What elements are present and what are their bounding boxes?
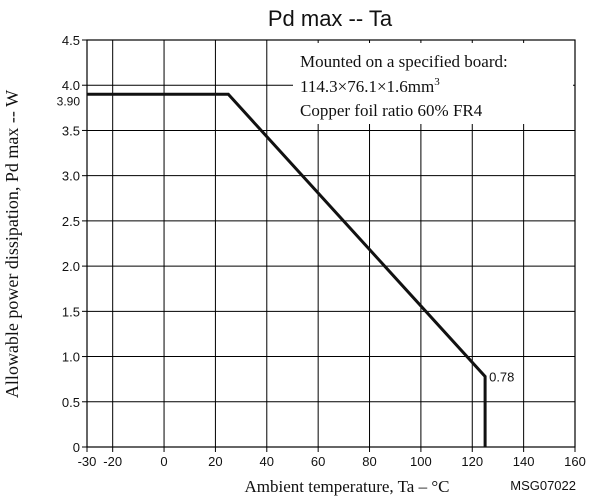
- y-tick-label: 1.5: [62, 304, 80, 319]
- x-axis-label: Ambient temperature, Ta – °C: [245, 477, 450, 496]
- x-tick-label: 140: [513, 454, 535, 469]
- x-tick-label: 80: [362, 454, 376, 469]
- y-tick-label: 0.5: [62, 395, 80, 410]
- x-tick-label: 100: [410, 454, 432, 469]
- y-tick-label: 3.0: [62, 169, 80, 184]
- x-tick-label: -30: [78, 454, 97, 469]
- y-tick-label: 2.0: [62, 259, 80, 274]
- x-tick-label: 0: [160, 454, 167, 469]
- note-line-3: Copper foil ratio 60% FR4: [300, 101, 483, 120]
- y-extra-tick-label: 3.90: [57, 94, 81, 108]
- series-line: [87, 92, 487, 447]
- y-tick-label: 3.5: [62, 123, 80, 138]
- x-tick-label: 60: [311, 454, 325, 469]
- plot-frame: [86, 39, 576, 448]
- note-background: [293, 43, 573, 124]
- y-axis-label: Allowable power dissipation, Pd max -- W: [2, 90, 22, 398]
- x-tick-label: 160: [564, 454, 586, 469]
- point-label-background: [487, 369, 520, 386]
- y-tick-label: 4.0: [62, 78, 80, 93]
- chart-title: Pd max -- Ta: [268, 6, 393, 31]
- x-axis-ticks: -30 -20 0 20 40 60 80 100 120 140 160: [78, 447, 586, 469]
- figure-code: MSG07022: [510, 478, 576, 493]
- note-line-2-main: 114.3×76.1×1.6mm: [300, 77, 434, 96]
- grid: [87, 40, 575, 447]
- note-line-1: Mounted on a specified board:: [300, 52, 508, 71]
- y-tick-label: 0: [73, 440, 80, 455]
- y-tick-label: 4.5: [62, 33, 80, 48]
- x-tick-label: -20: [103, 454, 122, 469]
- y-tick-label: 1.0: [62, 350, 80, 365]
- note-line-2-sup: 3: [434, 76, 440, 88]
- y-axis-ticks: 0 0.5 1.0 1.5 2.0 2.5 3.0 3.5 4.0 4.5 3.90: [57, 33, 87, 455]
- x-tick-label: 120: [461, 454, 483, 469]
- x-tick-label: 20: [208, 454, 222, 469]
- x-tick-label: 40: [260, 454, 274, 469]
- point-label: 0.78: [489, 369, 514, 384]
- note-line-2: 114.3×76.1×1.6mm3: [300, 76, 440, 96]
- y-tick-label: 2.5: [62, 214, 80, 229]
